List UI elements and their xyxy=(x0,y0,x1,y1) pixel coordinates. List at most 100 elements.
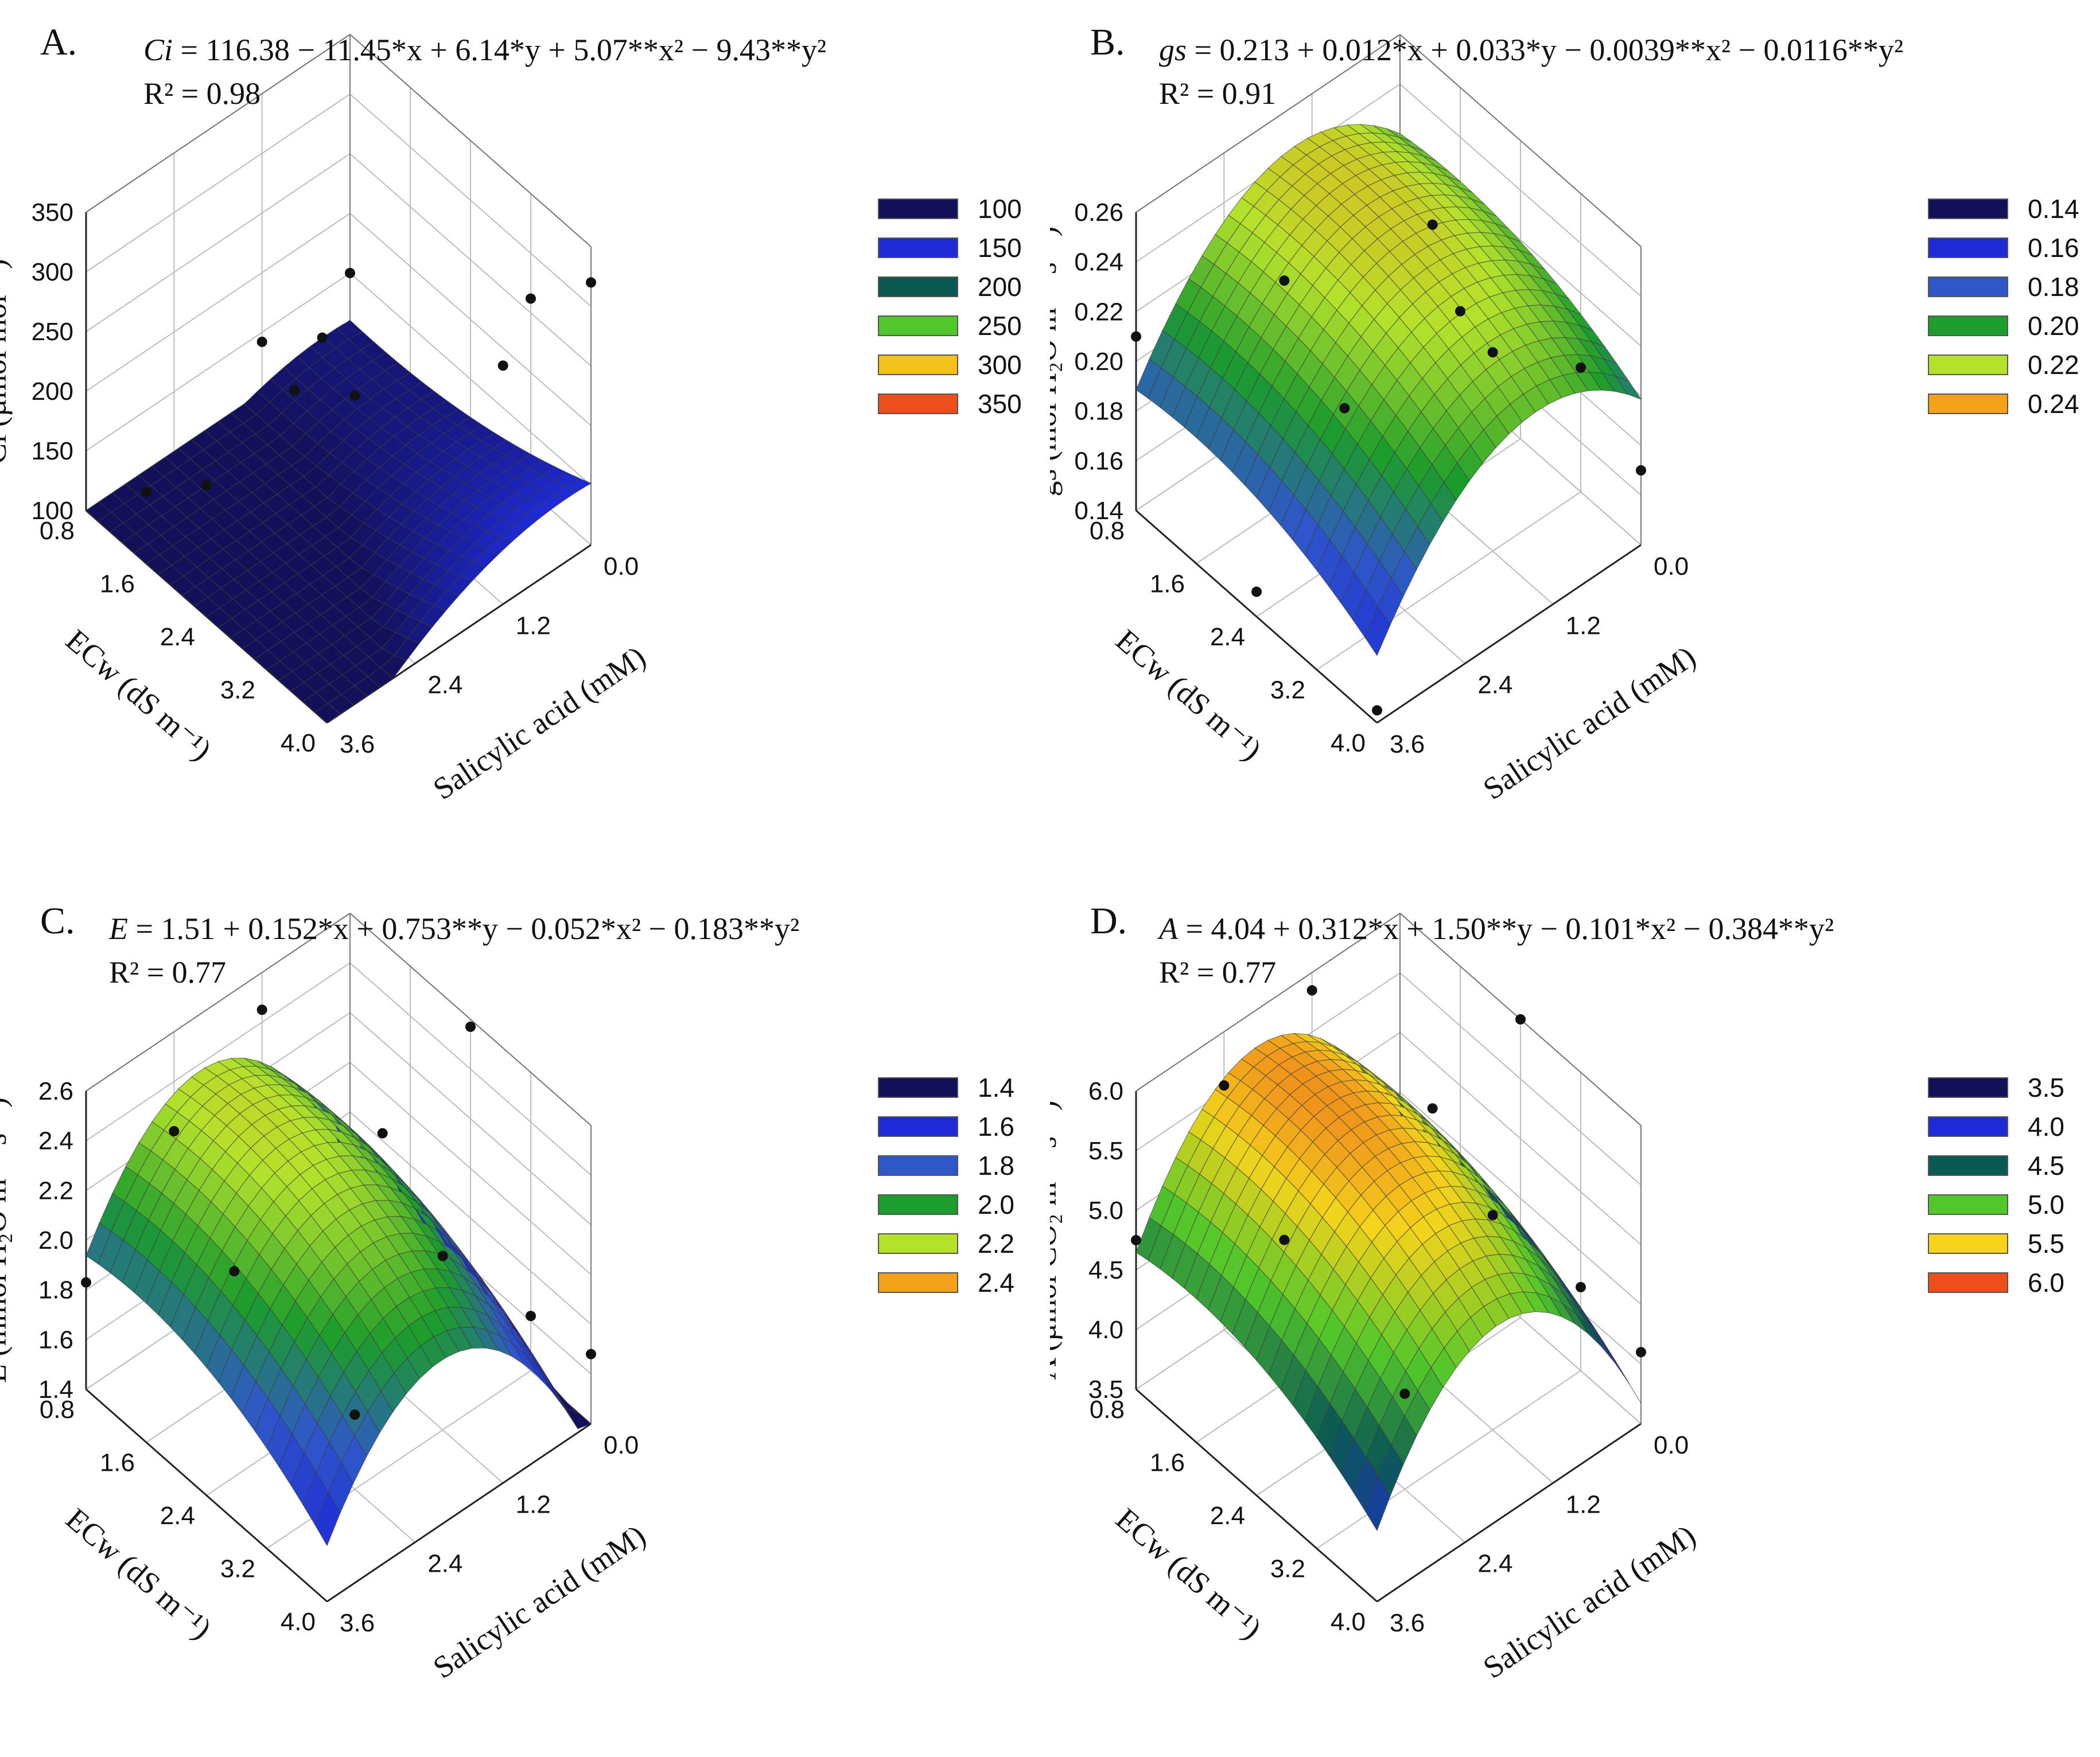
z-tick-label: 4.0 xyxy=(1088,1316,1123,1344)
x-tick-label: 3.2 xyxy=(1270,676,1305,704)
observed-point xyxy=(1576,1281,1586,1292)
plot-b: 0.14 0.16 0.18 0.20 0.22 0.24 0.26 0.8 1.6 2.4 3.2… xyxy=(1050,34,1702,807)
z-tick-label: 5.5 xyxy=(1088,1137,1123,1165)
grid-line xyxy=(349,272,592,486)
observed-point xyxy=(349,1409,360,1420)
x-tick-label: 4.0 xyxy=(1331,729,1366,757)
legend-label: 250 xyxy=(978,311,1022,341)
x-tick-label: 1.6 xyxy=(1150,1449,1185,1477)
legend-label: 0.20 xyxy=(2028,311,2079,341)
y-tick-label: 1.2 xyxy=(516,611,551,640)
z-tick-label: 0.16 xyxy=(1074,447,1123,475)
legend-swatch xyxy=(1928,1077,2008,1098)
tick-labels: 1.4 1.6 1.8 2.0 2.2 2.4 2.6 0.8 1.6 2.4 3.2 4.0 0.0 1… xyxy=(38,1077,639,1637)
z-tick-label: 0.18 xyxy=(1074,398,1123,426)
observed-point xyxy=(1576,362,1586,373)
legend-swatch xyxy=(1928,1155,2008,1176)
x-axis-line xyxy=(85,1388,328,1603)
y-tick-label: 3.6 xyxy=(1390,1609,1425,1637)
grid-line xyxy=(349,1062,592,1275)
y-tick-label: 1.2 xyxy=(1566,1490,1601,1518)
z-axis-label: A (µmol CO₂ m⁻² s⁻¹) xyxy=(1050,1100,1063,1380)
grid-line xyxy=(349,1111,592,1325)
y-tick-label: 2.4 xyxy=(1477,671,1512,699)
legend-item: 150 xyxy=(878,228,1022,267)
x-tick-label: 4.0 xyxy=(281,729,316,757)
observed-point xyxy=(1487,1210,1498,1221)
y-axis-label: Salicylic acid (mM) xyxy=(427,1518,652,1685)
observed-point xyxy=(256,1004,267,1015)
x-tick-label: 3.2 xyxy=(220,1555,255,1583)
observed-point xyxy=(586,1349,596,1359)
legend-item: 0.16 xyxy=(1928,228,2079,267)
observed-point xyxy=(526,1311,536,1322)
observed-point xyxy=(1306,985,1317,996)
legend-swatch xyxy=(878,198,958,219)
equation: gs = 0.213 + 0.012*x + 0.033*y − 0.0039*… xyxy=(1159,33,1904,67)
equation: Ci = 116.38 − 11.45*x + 6.14*y + 5.07**x… xyxy=(143,33,827,67)
y-axis-line xyxy=(326,1423,592,1603)
legend-label: 3.5 xyxy=(2028,1073,2064,1102)
legend-swatch xyxy=(878,354,958,375)
observed-point xyxy=(1251,586,1262,597)
z-tick-label: 0.24 xyxy=(1074,248,1123,276)
observed-point xyxy=(1372,705,1382,716)
x-tick-label: 2.4 xyxy=(160,1502,195,1530)
legend-item: 2.4 xyxy=(878,1263,1014,1302)
legend-label: 100 xyxy=(978,194,1022,224)
legend-swatch xyxy=(878,1116,958,1137)
x-tick-label: 0.8 xyxy=(40,517,75,545)
observed-point xyxy=(169,1126,180,1136)
y-tick-label: 0.0 xyxy=(1654,1431,1689,1459)
grid-line xyxy=(349,94,592,307)
y-tick-label: 3.6 xyxy=(340,1609,375,1637)
x-tick-label: 1.6 xyxy=(1150,570,1185,598)
z-tick-label: 1.8 xyxy=(38,1276,73,1304)
legend-label: 1.6 xyxy=(978,1112,1014,1142)
legend-item: 0.20 xyxy=(1928,306,2079,345)
observed-point xyxy=(1131,1235,1141,1245)
x-axis-line xyxy=(1135,509,1378,724)
legend-label: 150 xyxy=(978,233,1022,263)
x-tick-label: 1.6 xyxy=(100,570,135,598)
panel-d: 3.5 4.0 4.5 5.0 5.5 6.0 0.8 1.6 2.4 3.2 4.0 0.0 1.2 2… xyxy=(1050,879,2100,1757)
x-tick-label: 0.8 xyxy=(1090,1396,1125,1424)
z-tick-label: 0.22 xyxy=(1074,298,1123,326)
surface-cell xyxy=(541,1368,567,1403)
legend-label: 4.5 xyxy=(2028,1151,2064,1181)
legend-item: 1.4 xyxy=(878,1068,1014,1107)
grid-line xyxy=(349,153,592,367)
observed-points xyxy=(141,268,596,497)
legend-label: 5.5 xyxy=(2028,1229,2064,1259)
legend-label: 0.22 xyxy=(2028,350,2079,380)
legend-swatch xyxy=(1928,1272,2008,1293)
grid-line xyxy=(85,213,351,392)
equation: A = 4.04 + 0.312*x + 1.50**y − 0.101*x² … xyxy=(1159,911,1834,946)
legend-item: 4.0 xyxy=(1928,1107,2064,1146)
observed-point xyxy=(1219,1080,1230,1091)
z-tick-label: 0.20 xyxy=(1074,348,1123,376)
z-tick-label: 3.5 xyxy=(1088,1376,1123,1404)
observed-point xyxy=(1455,306,1465,317)
x-tick-label: 0.8 xyxy=(40,1396,75,1424)
legend-swatch xyxy=(878,1077,958,1098)
response-surface xyxy=(1135,1033,1642,1532)
surface-cell xyxy=(565,477,592,492)
legend-swatch xyxy=(878,1155,958,1176)
legend-item: 300 xyxy=(878,345,1022,384)
z-tick-label: 0.14 xyxy=(1074,497,1123,525)
observed-point xyxy=(497,360,508,371)
observed-point xyxy=(1279,1234,1290,1245)
equation: E = 1.51 + 0.152*x + 0.753**y − 0.052*x²… xyxy=(109,911,800,946)
panel-label: B. xyxy=(1090,21,1125,63)
z-axis-label: E (mmol H₂O m⁻² s⁻¹) xyxy=(0,1097,13,1383)
plot-c: 1.4 1.6 1.8 2.0 2.2 2.4 2.6 0.8 1.6 2.4 3.2 4.0 0.0 1… xyxy=(0,913,652,1685)
observed-point xyxy=(201,480,212,491)
legend-swatch xyxy=(878,394,958,414)
surface-cell xyxy=(539,1370,565,1409)
z-tick-label: 2.6 xyxy=(38,1077,73,1105)
observed-point xyxy=(229,1266,240,1277)
observed-point xyxy=(377,1128,388,1139)
legend-label: 6.0 xyxy=(2028,1268,2064,1298)
legend-label: 350 xyxy=(978,389,1022,419)
